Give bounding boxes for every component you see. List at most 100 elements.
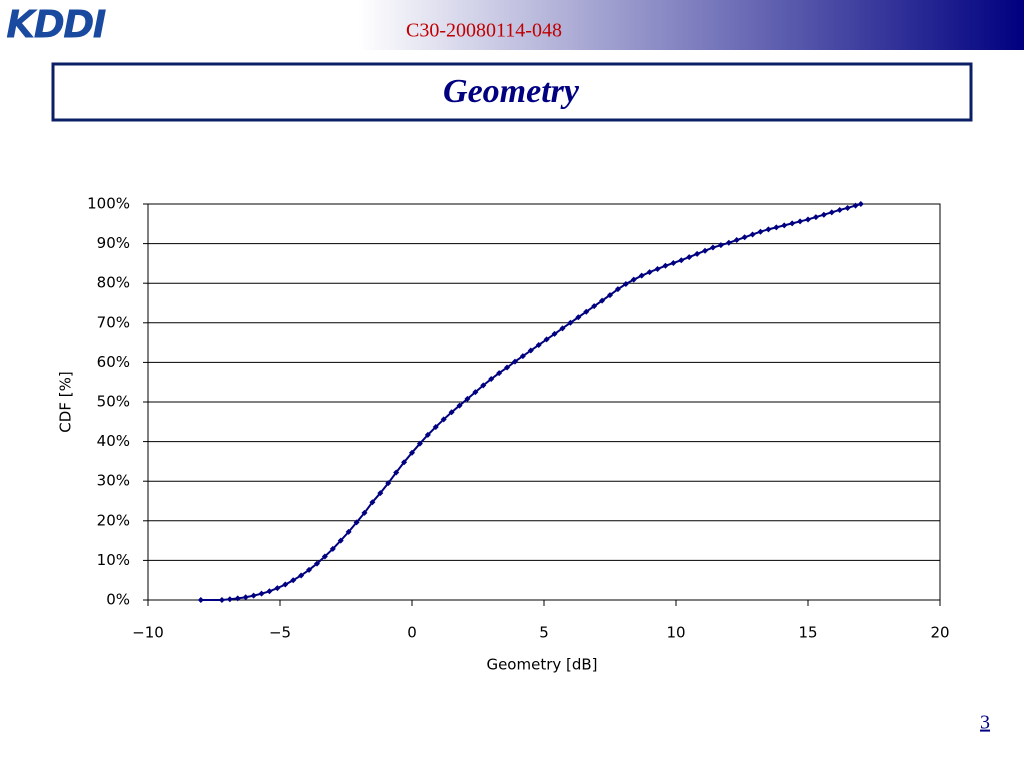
data-point: [488, 376, 495, 383]
data-point: [725, 239, 732, 246]
data-point: [591, 303, 598, 310]
doc-id: C30-20080114-048: [406, 20, 562, 42]
x-axis-label: Geometry [dB]: [486, 656, 597, 674]
y-axis-label: CDF [%]: [57, 371, 75, 432]
data-point: [805, 216, 811, 223]
data-point: [709, 244, 716, 251]
data-point: [551, 330, 558, 337]
x-tick-label: 5: [539, 624, 549, 642]
data-point: [440, 416, 447, 423]
data-point: [456, 402, 463, 409]
data-point: [313, 560, 320, 567]
data-point: [290, 577, 297, 584]
y-tick-label: 90%: [97, 234, 130, 252]
y-tick-label: 20%: [97, 511, 130, 529]
data-point: [472, 389, 479, 396]
data-point: [448, 409, 455, 416]
data-point: [773, 224, 780, 231]
data-point: [678, 257, 685, 264]
x-tick-label: 15: [798, 624, 817, 642]
data-point: [361, 509, 368, 516]
data-point: [857, 201, 864, 207]
data-point: [535, 341, 542, 348]
data-point: [385, 480, 392, 487]
data-point: [789, 220, 796, 227]
data-point: [749, 231, 756, 238]
data-point: [306, 566, 313, 573]
data-point: [496, 370, 503, 377]
x-tick-label: 10: [666, 624, 685, 642]
data-point: [575, 314, 582, 321]
y-tick-label: 100%: [87, 195, 130, 213]
data-point: [812, 214, 819, 221]
data-point: [607, 292, 613, 299]
slide-title: Geometry: [443, 73, 580, 110]
data-point: [504, 364, 511, 371]
data-point: [765, 226, 772, 233]
data-point: [393, 469, 400, 476]
data-point: [519, 353, 526, 360]
y-tick-label: 60%: [97, 353, 130, 371]
y-tick-label: 10%: [97, 551, 130, 569]
data-point: [377, 490, 384, 497]
data-point: [234, 595, 241, 602]
data-point: [852, 202, 859, 209]
data-point: [630, 276, 637, 283]
data-point: [844, 204, 851, 211]
data-point: [638, 272, 645, 279]
data-point: [266, 588, 273, 595]
data-point: [197, 597, 204, 603]
data-point: [250, 592, 257, 599]
data-point: [599, 297, 606, 304]
data-point: [717, 242, 724, 249]
data-point: [543, 336, 550, 343]
data-point: [733, 237, 740, 244]
data-point: [282, 581, 289, 588]
data-point: [432, 423, 439, 430]
y-tick-label: 40%: [97, 432, 130, 450]
data-point: [686, 254, 693, 261]
data-point: [702, 247, 709, 254]
data-point: [345, 528, 352, 535]
data-point: [583, 308, 590, 315]
data-point: [353, 519, 360, 526]
data-point: [218, 597, 225, 603]
data-point: [480, 382, 487, 389]
data-point: [527, 347, 534, 354]
data-point: [226, 596, 233, 603]
data-point: [836, 206, 843, 213]
data-point: [242, 594, 249, 601]
data-point: [614, 286, 621, 293]
data-point: [646, 269, 653, 276]
data-point: [781, 222, 788, 229]
x-tick-label: −5: [269, 624, 291, 642]
x-tick-label: −10: [132, 624, 164, 642]
data-point: [416, 440, 423, 447]
data-point: [654, 265, 661, 272]
header-band: [0, 0, 1024, 50]
data-point: [511, 358, 518, 365]
x-tick-label: 20: [930, 624, 949, 642]
data-point: [694, 250, 701, 257]
data-point: [274, 585, 281, 592]
title-box: [51, 62, 973, 122]
data-point: [670, 260, 677, 267]
data-point: [662, 262, 669, 269]
data-point: [321, 553, 328, 560]
x-tick-label: 0: [407, 624, 417, 642]
data-point: [424, 431, 431, 438]
data-point: [567, 319, 574, 326]
data-point: [409, 449, 415, 456]
data-point: [298, 572, 305, 579]
data-point: [741, 234, 748, 241]
data-point: [828, 209, 835, 216]
data-point: [337, 537, 344, 544]
data-point: [258, 590, 265, 597]
logo: KDDI: [6, 3, 107, 47]
y-tick-label: 0%: [106, 591, 130, 609]
data-point: [329, 545, 336, 552]
data-point: [820, 211, 827, 218]
data-point: [622, 280, 629, 287]
data-point: [757, 228, 764, 235]
